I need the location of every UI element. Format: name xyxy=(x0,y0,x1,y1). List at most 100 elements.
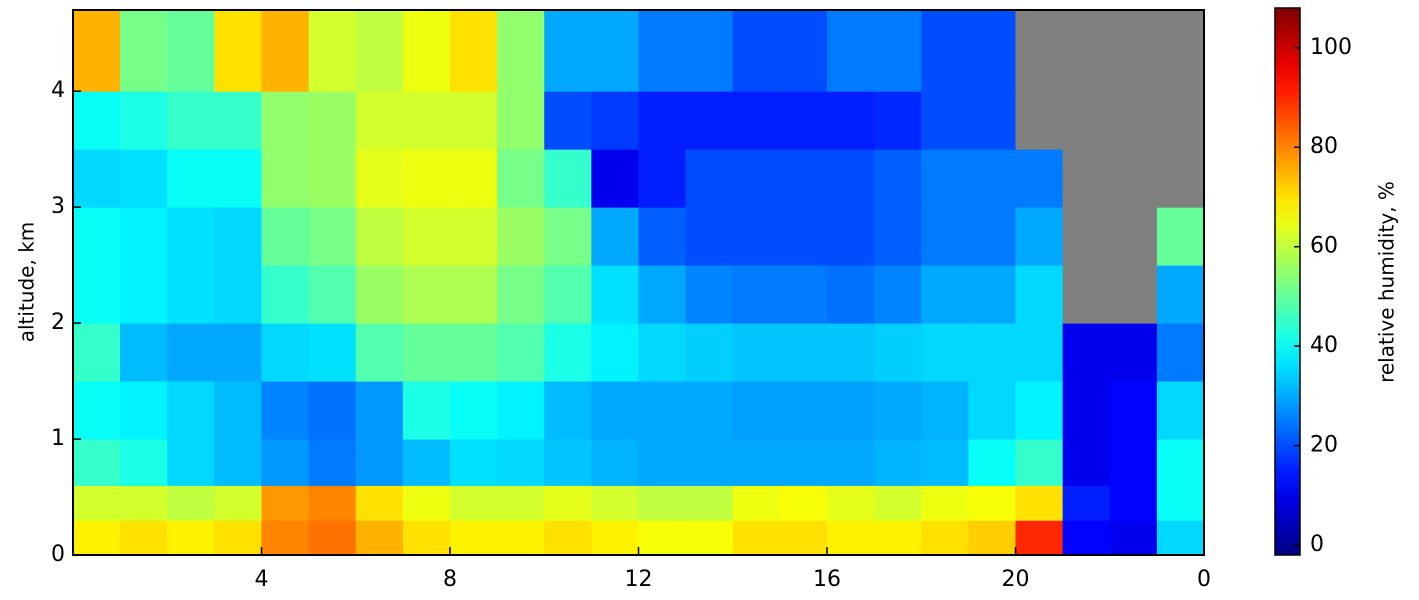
heatmap-cell xyxy=(1156,10,1205,92)
heatmap-cell xyxy=(968,10,1016,92)
heatmap-cell xyxy=(167,207,215,266)
heatmap-cell xyxy=(73,485,121,521)
heatmap-cell xyxy=(214,323,262,382)
heatmap-cell xyxy=(73,381,121,440)
heatmap-cell xyxy=(827,381,875,440)
heatmap-cell xyxy=(874,149,922,208)
heatmap-cell xyxy=(402,265,451,324)
heatmap-cell xyxy=(1015,323,1064,382)
heatmap-cell xyxy=(167,91,215,150)
heatmap-cell xyxy=(308,149,357,208)
heatmap-cell xyxy=(120,381,168,440)
heatmap-cell xyxy=(1015,439,1064,486)
heatmap-cell xyxy=(355,520,404,556)
heatmap-cell xyxy=(591,323,639,382)
heatmap-cell xyxy=(1015,207,1064,266)
heatmap-cell xyxy=(120,149,168,208)
heatmap-cell xyxy=(685,265,734,324)
heatmap-cell xyxy=(402,439,451,486)
heatmap-cell xyxy=(638,207,687,266)
heatmap-cell xyxy=(73,323,121,382)
heatmap-cell xyxy=(261,323,310,382)
heatmap-cell xyxy=(827,149,875,208)
heatmap-cell xyxy=(402,381,451,440)
heatmap-cell xyxy=(450,207,498,266)
heatmap-cell xyxy=(921,323,969,382)
heatmap-cell xyxy=(827,439,875,486)
heatmap-cell xyxy=(355,485,404,521)
heatmap-cell xyxy=(120,520,168,556)
heatmap-cell xyxy=(1156,265,1205,324)
heatmap-cell xyxy=(450,323,498,382)
heatmap-cell xyxy=(544,91,592,150)
heatmap-cell xyxy=(214,485,262,521)
heatmap-cell xyxy=(1156,485,1205,521)
heatmap-cell xyxy=(450,381,498,440)
y-tick-label: 3 xyxy=(51,194,65,219)
heatmap-cell xyxy=(827,91,875,150)
heatmap-cell xyxy=(167,520,215,556)
heatmap-cell xyxy=(261,381,310,440)
heatmap-cell xyxy=(261,91,310,150)
heatmap-cell xyxy=(1109,10,1158,92)
heatmap-cell xyxy=(1015,381,1064,440)
heatmap-cell xyxy=(1062,323,1111,382)
heatmap-cell xyxy=(779,265,828,324)
heatmap-cell xyxy=(450,439,498,486)
heatmap-cell xyxy=(591,91,639,150)
heatmap-cell xyxy=(779,520,828,556)
heatmap-cell xyxy=(921,91,969,150)
heatmap-cell xyxy=(120,10,168,92)
heatmap-cell xyxy=(402,10,451,92)
heatmap-cell xyxy=(1062,439,1111,486)
heatmap-cell xyxy=(1062,91,1111,150)
heatmap-cell xyxy=(1156,520,1205,556)
x-tick-label: 16 xyxy=(813,567,841,592)
heatmap-cell xyxy=(685,207,734,266)
heatmap-cell xyxy=(779,10,828,92)
heatmap-cell xyxy=(779,149,828,208)
heatmap-cell xyxy=(167,265,215,324)
heatmap-cell xyxy=(497,207,545,266)
heatmap-cell xyxy=(120,265,168,324)
heatmap-cell xyxy=(402,323,451,382)
heatmap-cell xyxy=(1109,520,1158,556)
heatmap-cell xyxy=(497,149,545,208)
heatmap-cell xyxy=(167,149,215,208)
heatmap-cell xyxy=(685,439,734,486)
heatmap-cell xyxy=(591,10,639,92)
colorbar-tick-label: 20 xyxy=(1310,433,1338,458)
y-tick-label: 2 xyxy=(51,310,65,335)
heatmap-cell xyxy=(874,10,922,92)
heatmap-cell xyxy=(120,439,168,486)
heatmap-cell xyxy=(1015,265,1064,324)
heatmap-cell xyxy=(402,520,451,556)
heatmap-cell xyxy=(968,323,1016,382)
heatmap-cell xyxy=(1062,207,1111,266)
heatmap-cell xyxy=(732,207,781,266)
heatmap-cell xyxy=(73,265,121,324)
heatmap-cell xyxy=(544,485,592,521)
heatmap-cell xyxy=(591,381,639,440)
heatmap-cell xyxy=(1109,149,1158,208)
heatmap-cell xyxy=(497,10,545,92)
heatmap-cell xyxy=(874,323,922,382)
heatmap-cell xyxy=(1062,10,1111,92)
heatmap-cell xyxy=(450,265,498,324)
heatmap-cell xyxy=(779,381,828,440)
heatmap-cell xyxy=(308,10,357,92)
heatmap-cell xyxy=(1015,149,1064,208)
heatmap-cell xyxy=(308,520,357,556)
heatmap-cell xyxy=(685,381,734,440)
heatmap-cell xyxy=(968,149,1016,208)
heatmap-cell xyxy=(874,381,922,440)
heatmap-cell xyxy=(1156,381,1205,440)
heatmap-cell xyxy=(874,439,922,486)
heatmap-cell xyxy=(638,91,687,150)
heatmap-cell xyxy=(874,91,922,150)
x-tick-label: 20 xyxy=(1002,567,1030,592)
heatmap-cell xyxy=(638,381,687,440)
heatmap-cell xyxy=(779,323,828,382)
heatmap-cell xyxy=(685,520,734,556)
